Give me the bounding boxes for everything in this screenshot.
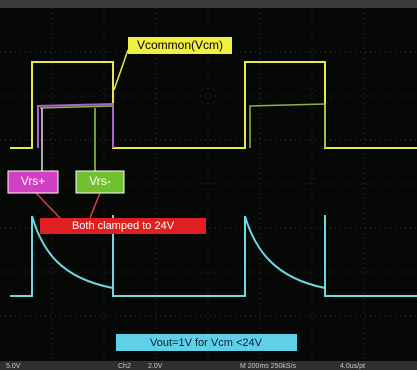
status-text: 4.0us/pt — [340, 363, 365, 370]
page: Vcommon(Vcm) Vrs+ Vrs- Both clamped to 2… — [0, 0, 417, 370]
status-text: M 200ms 250kS/s — [240, 363, 297, 370]
status-text: 2.0V — [148, 363, 163, 370]
status-text: Ch2 — [118, 363, 131, 370]
status-text: 5.0V — [6, 363, 21, 370]
clamped-label: Both clamped to 24V — [72, 220, 175, 232]
screen-background — [0, 0, 417, 370]
vrs-minus-label: Vrs- — [89, 174, 111, 188]
vcm-label: Vcommon(Vcm) — [137, 38, 223, 52]
top-bar — [0, 0, 417, 8]
vout-label: Vout=1V for Vcm <24V — [150, 337, 263, 349]
vrs-plus-label: Vrs+ — [21, 174, 46, 188]
scope-screen: Vcommon(Vcm) Vrs+ Vrs- Both clamped to 2… — [0, 0, 417, 370]
